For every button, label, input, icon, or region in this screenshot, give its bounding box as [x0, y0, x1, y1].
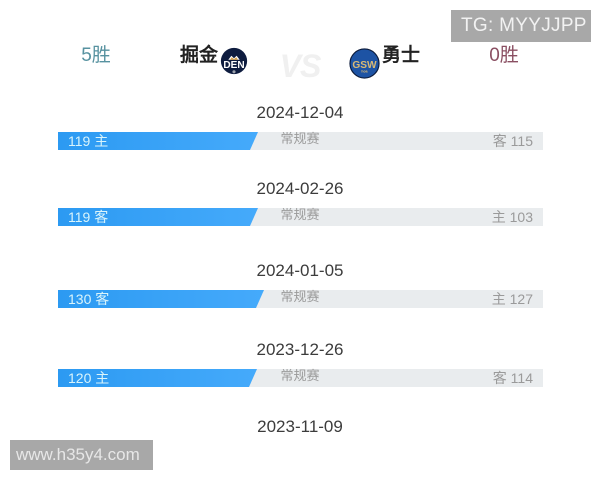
svg-text:DEN: DEN: [223, 60, 244, 71]
svg-text:hoa: hoa: [361, 70, 367, 74]
